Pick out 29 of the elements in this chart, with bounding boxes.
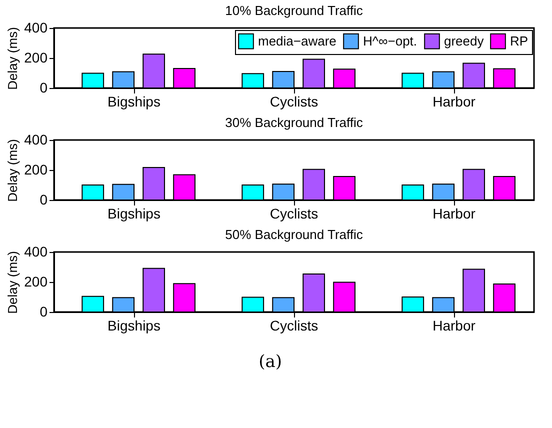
x-tick-label: Cyclists: [270, 206, 318, 222]
legend-label: H^∞−opt.: [363, 33, 418, 48]
x-tick-label: Harbor: [432, 94, 476, 110]
x-tick-label: Bigships: [108, 318, 160, 334]
y-tick-label: 0: [40, 304, 48, 320]
y-tick-label: 0: [40, 80, 48, 96]
x-tick-label: Harbor: [432, 318, 476, 334]
legend-label: media−aware: [258, 33, 336, 48]
y-axis-title: Delay (ms): [5, 251, 20, 314]
y-tick-label: 200: [24, 162, 48, 178]
x-tick-label: Bigships: [108, 206, 160, 222]
y-tick-label: 400: [24, 244, 48, 260]
chart-title: 50% Background Traffic: [225, 227, 364, 242]
y-tick-label: 0: [40, 192, 48, 208]
y-axis-title: Delay (ms): [5, 139, 20, 202]
y-tick-label: 200: [24, 50, 48, 66]
y-tick-label: 400: [24, 20, 48, 36]
y-axis-title: Delay (ms): [5, 27, 20, 90]
x-tick-label: Cyclists: [270, 318, 318, 334]
x-tick-label: Cyclists: [270, 94, 318, 110]
y-tick-label: 200: [24, 274, 48, 290]
x-tick-label: Bigships: [108, 94, 160, 110]
chart-title: 10% Background Traffic: [225, 3, 364, 18]
chart-title: 30% Background Traffic: [225, 115, 364, 130]
y-tick-label: 400: [24, 132, 48, 148]
x-tick-label: Harbor: [432, 206, 476, 222]
legend-label: greedy: [444, 33, 484, 48]
legend-label: RP: [510, 33, 528, 48]
text: (a): [258, 352, 282, 372]
